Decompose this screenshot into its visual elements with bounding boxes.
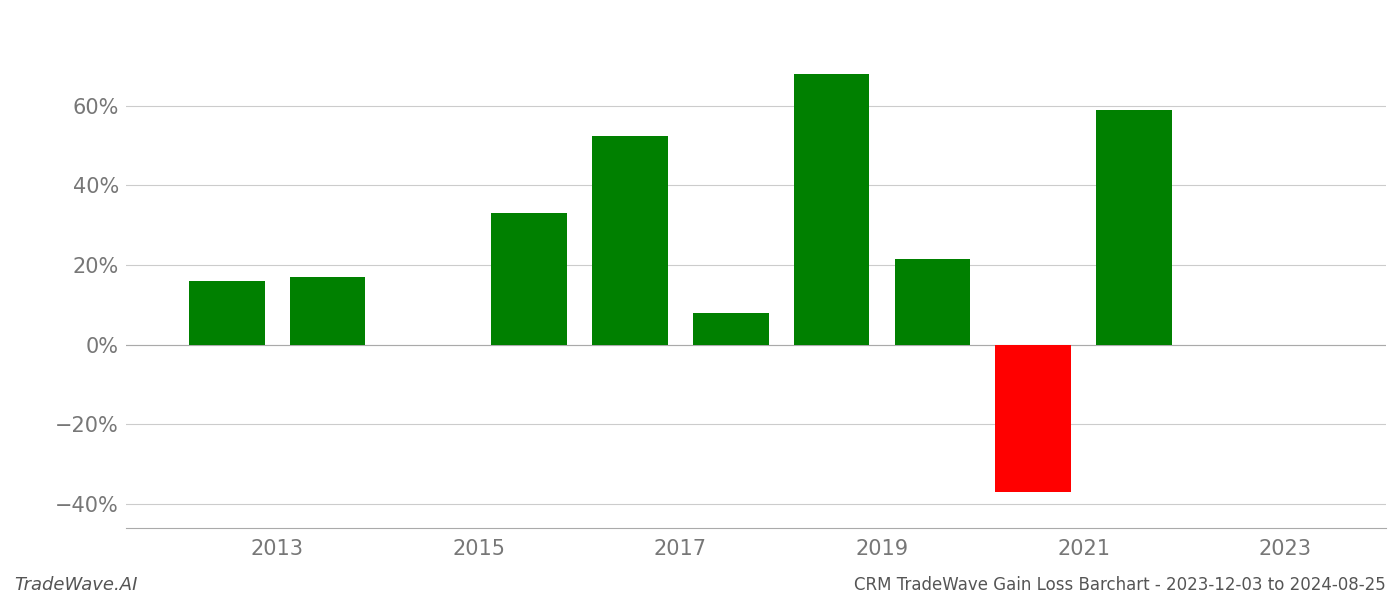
Bar [491, 213, 567, 345]
Bar [693, 313, 769, 345]
Bar [290, 277, 365, 345]
Bar [1096, 110, 1172, 345]
Bar [189, 281, 265, 345]
Bar [794, 74, 869, 345]
Bar [995, 345, 1071, 492]
Bar [592, 136, 668, 345]
Bar [895, 259, 970, 345]
Text: TradeWave.AI: TradeWave.AI [14, 576, 137, 594]
Text: CRM TradeWave Gain Loss Barchart - 2023-12-03 to 2024-08-25: CRM TradeWave Gain Loss Barchart - 2023-… [854, 576, 1386, 594]
